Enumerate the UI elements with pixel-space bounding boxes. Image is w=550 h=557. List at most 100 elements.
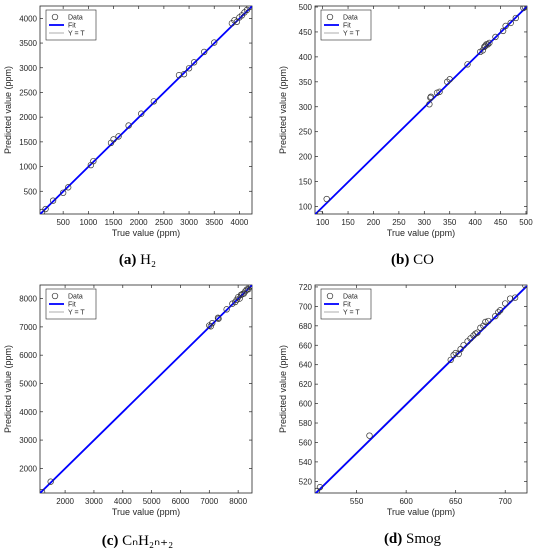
data-point — [502, 300, 509, 307]
data-point — [452, 349, 459, 357]
data-point — [316, 484, 324, 491]
data-point — [125, 122, 132, 129]
y-tick-label: 520 — [299, 477, 313, 486]
data-point — [209, 320, 216, 327]
data-point — [207, 323, 214, 330]
x-tick-label: 2500 — [155, 218, 173, 227]
y-tick-label: 350 — [299, 78, 313, 87]
data-point — [315, 487, 321, 493]
data-point — [138, 110, 145, 117]
y-tick-label: 1000 — [19, 163, 37, 172]
y-axis-label: Predicted value (ppm) — [278, 345, 288, 433]
y-tick-label: 3000 — [19, 436, 37, 445]
data-point — [65, 184, 72, 191]
data-point — [201, 48, 208, 56]
caption-label: Smog — [406, 531, 442, 547]
data-point — [486, 39, 493, 47]
data-point — [520, 6, 527, 12]
data-point — [215, 315, 222, 322]
x-tick-label: 500 — [519, 218, 533, 227]
data-point — [457, 345, 464, 353]
chart-panel-co: 100 150 200 250 300 350 400 450 500 100 150 200 250 3… — [275, 0, 550, 278]
data-point — [40, 489, 46, 493]
data-point — [236, 295, 243, 302]
caption-label: CₙH₂ₙ₊₂ — [122, 533, 174, 549]
legend-data-marker — [326, 13, 334, 21]
data-point — [495, 309, 502, 316]
data-point — [185, 65, 193, 72]
x-tick-label: 1000 — [79, 218, 97, 227]
data-point — [507, 19, 514, 27]
x-tick-label: 300 — [418, 218, 432, 227]
legend-label-fit: Fit — [68, 302, 76, 309]
caption-prefix: (a) — [118, 252, 137, 268]
x-tick-label: 3000 — [85, 497, 103, 506]
y-tick-label: 620 — [299, 380, 313, 389]
y-tick-label: 100 — [299, 203, 313, 212]
y-tick-label: 500 — [299, 3, 313, 12]
chart-smog: 550 600 650 700 520 540 560 580 600 620 640 660 680 7… — [278, 283, 528, 517]
legend-label-data: Data — [343, 15, 358, 22]
y-tick-label: 660 — [299, 341, 313, 350]
plot-area — [40, 285, 252, 493]
data-point — [474, 329, 481, 336]
y-tick-label: 700 — [299, 302, 313, 311]
legend-label-fit: Fit — [343, 23, 351, 30]
data-point — [366, 432, 373, 439]
y-axis-label: Predicted value (ppm) — [3, 345, 13, 433]
caption-cnh2n2: (c) CₙH₂ₙ₊₂ — [0, 531, 275, 550]
legend-label-data: Data — [68, 294, 83, 301]
data-point — [175, 72, 183, 79]
data-point — [464, 61, 471, 68]
x-tick-label: 4000 — [114, 497, 132, 506]
data-point — [521, 6, 527, 11]
data-point — [60, 189, 67, 196]
data-point — [497, 307, 504, 314]
data-point — [323, 195, 330, 203]
data-point — [521, 285, 527, 289]
data-point — [316, 210, 324, 214]
data-point — [247, 285, 252, 289]
y-tick-label: 580 — [299, 419, 313, 428]
x-tick-label: 8000 — [229, 497, 247, 506]
y-tick-label: 680 — [299, 322, 313, 331]
fit-line — [40, 285, 252, 493]
y-tick-label: 8000 — [19, 295, 37, 304]
data-point — [246, 285, 252, 290]
y-tick-label: 1500 — [19, 138, 37, 147]
data-point — [483, 41, 490, 48]
caption-prefix: (c) — [101, 533, 119, 549]
data-point — [447, 356, 454, 363]
y-tick-label: 450 — [299, 28, 313, 37]
legend-label-data: Data — [68, 15, 83, 22]
data-point — [110, 136, 117, 143]
y-tick-label: 560 — [299, 438, 313, 447]
data-point — [115, 133, 122, 140]
plot-area — [315, 285, 527, 493]
y-tick-label: 200 — [299, 153, 313, 162]
caption-co: (b) CO — [275, 252, 550, 269]
data-point — [507, 295, 514, 302]
y-tick-label: 400 — [299, 53, 313, 62]
data-point — [511, 294, 519, 301]
data-point — [180, 71, 188, 78]
y-tick-label: 4000 — [19, 408, 37, 417]
y-axis-label: Predicted value (ppm) — [3, 66, 13, 154]
data-point — [492, 312, 499, 320]
y-axis-label: Predicted value (ppm) — [278, 66, 288, 154]
x-tick-label: 400 — [468, 218, 482, 227]
chart-panel-h2: 500 1000 1500 2000 2500 3000 3500 4000 500 1000 15… — [0, 0, 275, 278]
y-tick-label: 6000 — [19, 351, 37, 360]
y-tick-label: 2500 — [19, 88, 37, 97]
data-point — [460, 342, 467, 349]
legend-label-identity: Y = T — [68, 31, 85, 38]
plot-area — [315, 6, 527, 214]
x-axis-label: True value (ppm) — [112, 228, 180, 238]
y-tick-label: 300 — [299, 103, 313, 112]
caption-h2: (a) H₂ — [0, 252, 275, 269]
x-tick-label: 450 — [494, 218, 508, 227]
